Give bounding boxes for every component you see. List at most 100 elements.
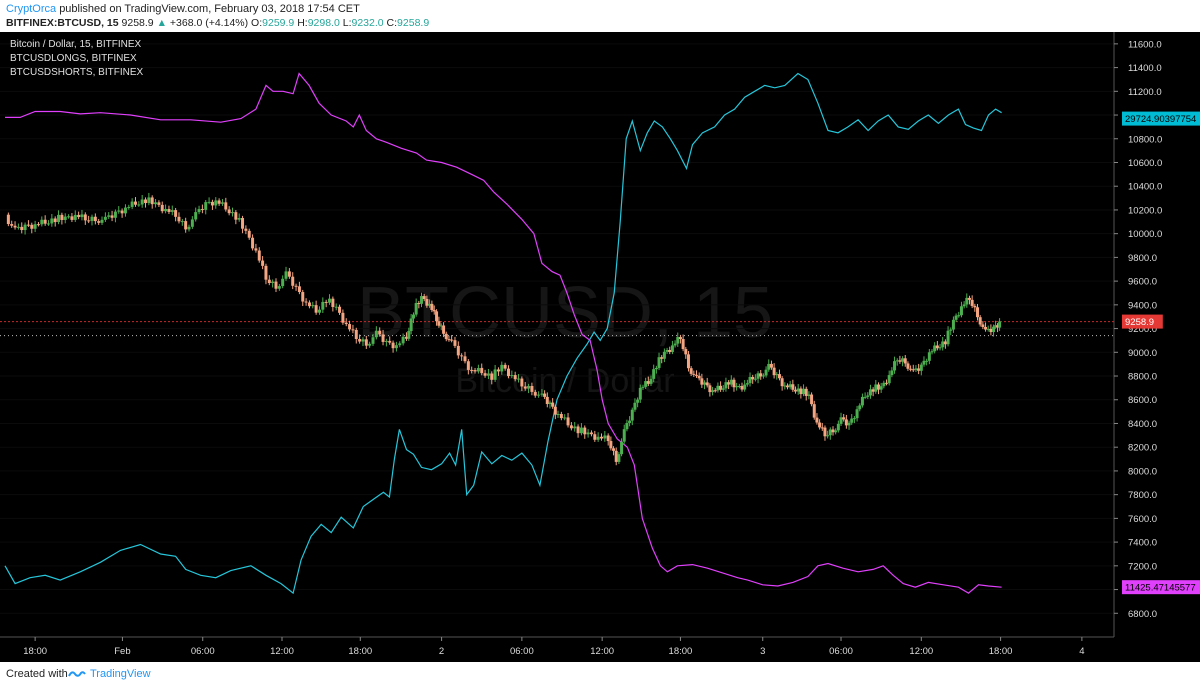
- candle-body: [428, 303, 432, 306]
- candle-body: [649, 378, 653, 384]
- candle-body: [946, 330, 950, 345]
- author-link[interactable]: CryptOrca: [6, 3, 57, 15]
- candle-body: [981, 324, 985, 327]
- candle-body: [879, 386, 883, 390]
- candle-body: [721, 388, 725, 390]
- candle-body: [120, 210, 124, 214]
- candle-body: [890, 370, 894, 376]
- candle-body: [644, 381, 648, 387]
- candle-body: [456, 345, 460, 356]
- candle-body: [414, 303, 418, 315]
- x-tick-label: 2: [439, 646, 444, 657]
- candle-body: [435, 311, 439, 322]
- candle-body: [984, 326, 988, 330]
- candle-body: [583, 427, 587, 435]
- candle-body: [107, 215, 111, 217]
- candle-body: [244, 228, 248, 231]
- candle-body: [180, 221, 184, 223]
- chart-area[interactable]: BTCUSD, 15 Bitcoin / Dollar Bitcoin / Do…: [0, 32, 1200, 662]
- candle-body: [818, 422, 822, 428]
- candle-body: [103, 216, 107, 220]
- x-tick-label: 12:00: [270, 646, 294, 657]
- candle-body: [708, 385, 712, 393]
- candle-body: [802, 388, 806, 395]
- candle-body: [527, 385, 531, 389]
- time-axis[interactable]: 18:00 Feb 06:00 12:00 18:00 2 06:00 12:00 18:00 3…: [23, 637, 1085, 657]
- candle-body: [719, 385, 723, 390]
- publish-line: CryptOrca published on TradingView.com, …: [6, 3, 360, 15]
- y-tick-label: 10800.0: [1128, 134, 1162, 145]
- y-tick-label: 8200.0: [1128, 443, 1157, 454]
- x-tick-label: 12:00: [590, 646, 614, 657]
- candle-body: [970, 299, 974, 306]
- candle-body: [450, 339, 454, 341]
- candle-body: [154, 202, 158, 205]
- y-tick-label: 10200.0: [1128, 205, 1162, 216]
- candle-body: [919, 364, 923, 371]
- candle-body: [190, 219, 194, 227]
- candle-body: [422, 296, 426, 299]
- candle-body: [986, 328, 990, 330]
- candle-body: [388, 340, 392, 343]
- x-tick-label: 06:00: [191, 646, 215, 657]
- price-label-text: 11425.47145577: [1125, 583, 1196, 594]
- tradingview-brand-link[interactable]: TradingView: [90, 668, 151, 680]
- candle-body: [992, 326, 996, 333]
- candle-body: [224, 202, 228, 210]
- symbol-label: BITFINEX:BTCUSD, 15: [6, 17, 119, 29]
- y-tick-label: 7400.0: [1128, 538, 1157, 549]
- price-axis[interactable]: 6800.07000.07200.07400.07600.07800.08000…: [1114, 39, 1162, 620]
- candle-body: [200, 209, 204, 211]
- candle-body: [6, 214, 10, 225]
- candle-body: [113, 211, 117, 218]
- candle-body: [895, 360, 899, 362]
- candle-body: [261, 260, 265, 266]
- candle-body: [214, 200, 218, 206]
- price-chart[interactable]: BTCUSD, 15 Bitcoin / Dollar Bitcoin / Do…: [0, 32, 1200, 662]
- candle-body: [60, 214, 64, 220]
- candle-body: [716, 385, 720, 391]
- candle-body: [559, 413, 563, 419]
- candle-body: [425, 298, 429, 306]
- candle-body: [476, 368, 480, 372]
- candle-body: [97, 221, 101, 223]
- candle-body: [368, 343, 372, 346]
- candle-body: [941, 341, 945, 348]
- candle-body: [633, 402, 637, 410]
- close-value: 9258.9: [397, 17, 430, 29]
- candle-body: [33, 224, 37, 229]
- candle-body: [684, 349, 688, 355]
- candle-body: [654, 367, 658, 370]
- candle-body: [164, 208, 168, 212]
- candle-body: [517, 378, 521, 380]
- candle-body: [30, 224, 34, 229]
- candle-body: [207, 201, 211, 203]
- candle-body: [251, 237, 255, 249]
- candle-body: [548, 402, 552, 405]
- created-with-text: Created with: [6, 668, 68, 680]
- y-tick-label: 10400.0: [1128, 182, 1162, 193]
- high-label: H:: [297, 17, 308, 29]
- candle-body: [665, 350, 669, 352]
- candle-body: [73, 214, 77, 220]
- candle-body: [374, 330, 378, 338]
- candle-body: [933, 345, 937, 352]
- candle-body: [810, 394, 814, 405]
- candle-body: [670, 345, 674, 352]
- candle-body: [503, 364, 507, 369]
- chart-footer: Created with TradingView: [0, 662, 1200, 686]
- candle-body: [815, 417, 819, 423]
- candle-body: [57, 214, 61, 223]
- candle-body: [237, 218, 241, 220]
- tradingview-logo-icon: [68, 668, 86, 683]
- candle-body: [90, 216, 94, 221]
- chart-header: CryptOrca published on TradingView.com, …: [0, 0, 1200, 32]
- candle-body: [23, 224, 27, 231]
- x-tick-label: Feb: [114, 646, 130, 657]
- candle-body: [321, 301, 325, 310]
- candle-body: [493, 369, 497, 380]
- candle-body: [520, 378, 524, 387]
- candle-body: [417, 303, 421, 305]
- x-tick-label: 18:00: [348, 646, 372, 657]
- candle-body: [852, 418, 856, 420]
